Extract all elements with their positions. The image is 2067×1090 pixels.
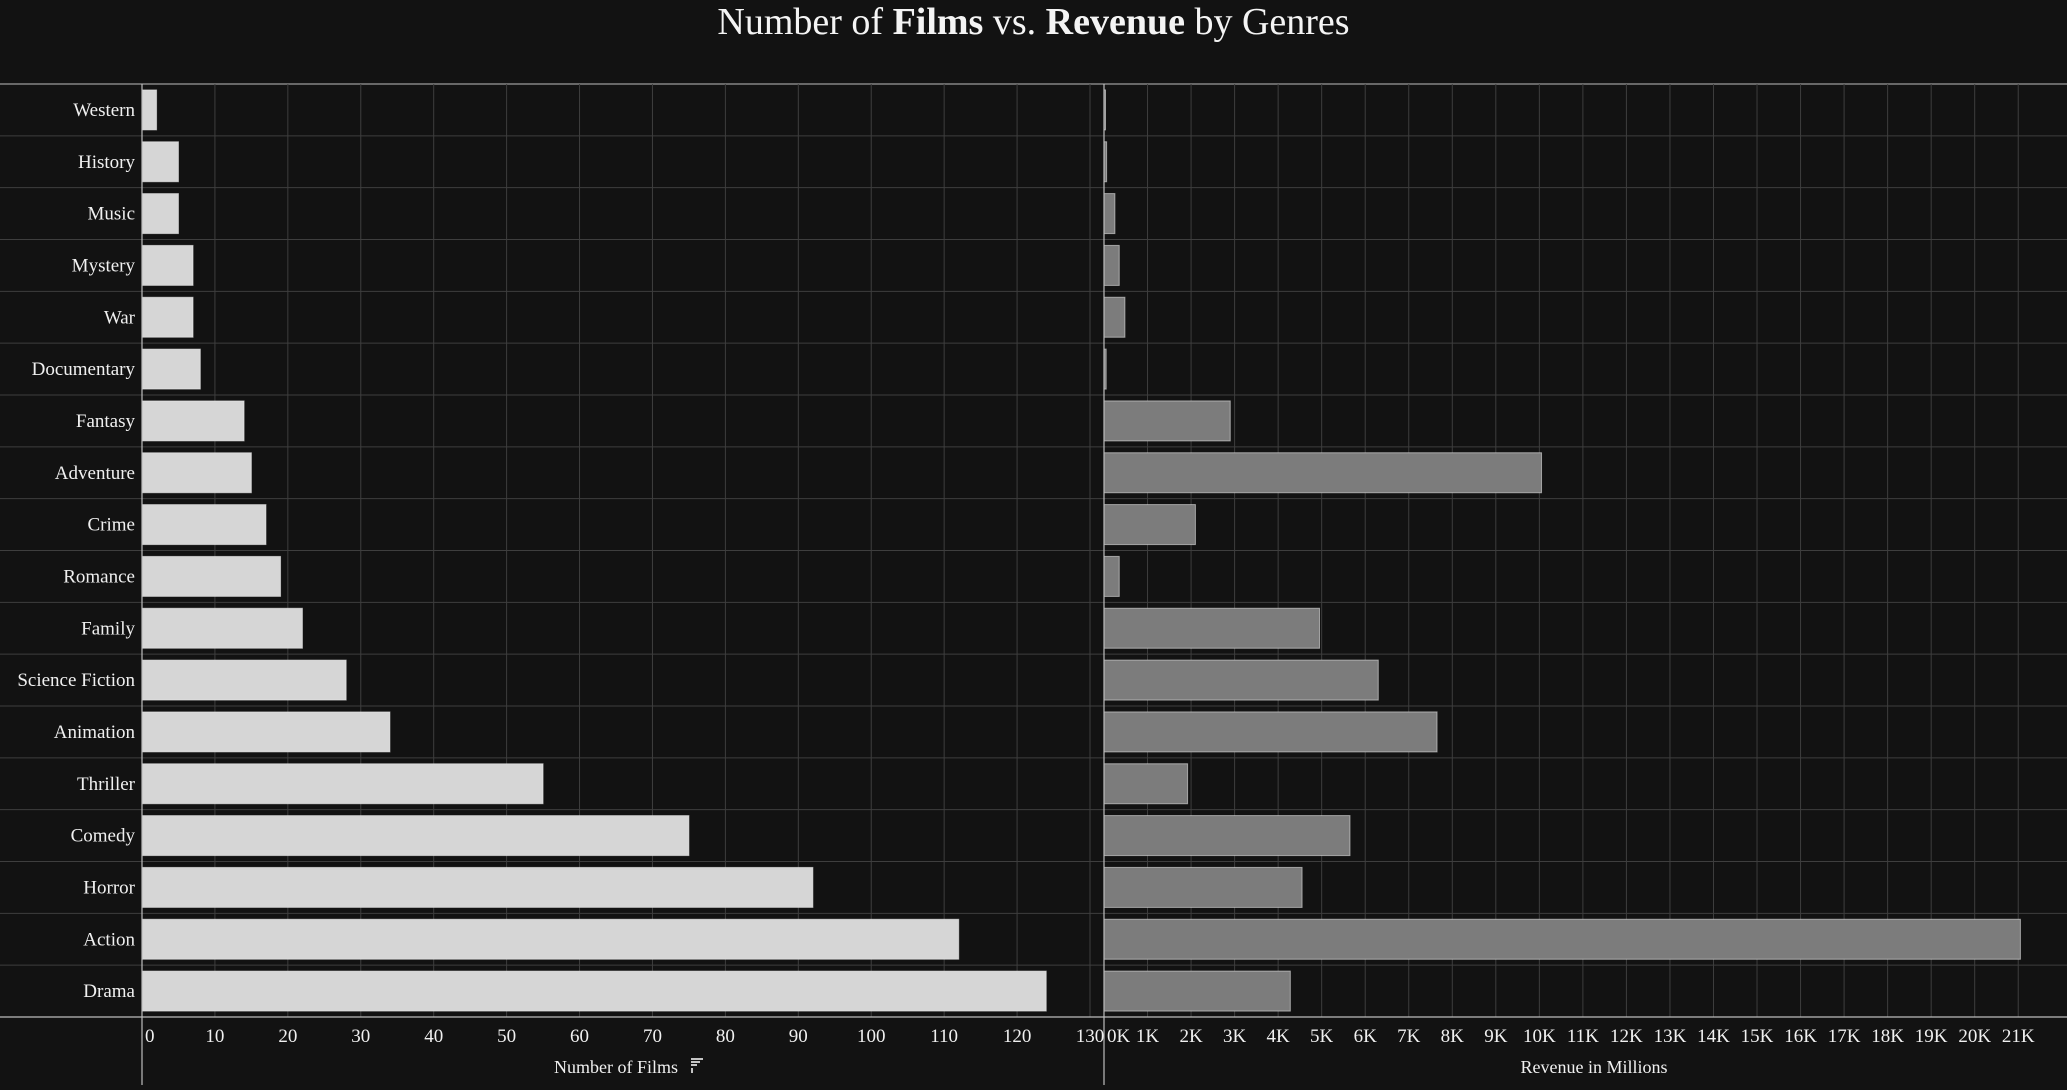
revenue-in-millions-tick-label: 0K — [1107, 1026, 1131, 1047]
revenue-in-millions-bar-science-fiction[interactable] — [1103, 659, 1379, 701]
category-label-thriller: Thriller — [77, 774, 136, 795]
number-of-films-tick-label: 70 — [643, 1026, 662, 1047]
revenue-in-millions-bar-horror[interactable] — [1103, 866, 1303, 908]
category-label-crime: Crime — [88, 515, 136, 536]
sort-descending-icon[interactable] — [691, 1058, 703, 1073]
revenue-in-millions-tick-label: 11K — [1567, 1026, 1599, 1047]
revenue-in-millions-tick-label: 14K — [1697, 1026, 1730, 1047]
category-label-family: Family — [81, 618, 135, 639]
revenue-in-millions-tick-label: 21K — [2002, 1026, 2035, 1047]
revenue-in-millions-bar-adventure[interactable] — [1103, 452, 1543, 494]
category-label-horror: Horror — [83, 877, 135, 898]
category-label-science-fiction: Science Fiction — [17, 670, 135, 691]
revenue-in-millions-tick-label: 15K — [1741, 1026, 1774, 1047]
number-of-films-bar-family[interactable] — [141, 607, 303, 649]
revenue-in-millions-bar-action[interactable] — [1103, 918, 2021, 960]
number-of-films-bar-comedy[interactable] — [141, 815, 690, 857]
number-of-films-bar-documentary[interactable] — [141, 348, 201, 390]
revenue-in-millions-bar-war[interactable] — [1103, 296, 1126, 338]
revenue-in-millions-tick-label: 4K — [1267, 1026, 1291, 1047]
revenue-in-millions-tick-label: 17K — [1828, 1026, 1861, 1047]
revenue-in-millions-bar-comedy[interactable] — [1103, 815, 1351, 857]
category-label-romance: Romance — [63, 566, 135, 587]
number-of-films-bar-war[interactable] — [141, 296, 194, 338]
category-label-mystery: Mystery — [72, 255, 136, 276]
number-of-films-bar-western[interactable] — [141, 89, 158, 131]
revenue-in-millions-tick-label: 2K — [1179, 1026, 1203, 1047]
number-of-films-bar-thriller[interactable] — [141, 763, 544, 805]
title-part-5: by Genres — [1184, 1, 1350, 43]
revenue-in-millions-bar-crime[interactable] — [1103, 504, 1196, 546]
number-of-films-axis-title: Number of Films — [554, 1057, 678, 1077]
revenue-in-millions-tick-label: 18K — [1871, 1026, 1904, 1047]
number-of-films-bar-horror[interactable] — [141, 866, 814, 908]
category-label-comedy: Comedy — [71, 826, 136, 847]
number-of-films-bar-fantasy[interactable] — [141, 400, 245, 442]
title-part-films: Films — [892, 1, 984, 43]
category-label-history: History — [78, 152, 136, 173]
number-of-films-bar-animation[interactable] — [141, 711, 391, 753]
number-of-films-bar-music[interactable] — [141, 193, 179, 235]
revenue-in-millions-tick-label: 8K — [1441, 1026, 1465, 1047]
number-of-films-tick-label: 120 — [1003, 1026, 1032, 1047]
revenue-in-millions-bar-animation[interactable] — [1103, 711, 1438, 753]
category-label-drama: Drama — [83, 981, 135, 1002]
number-of-films-tick-label: 10 — [205, 1026, 224, 1047]
number-of-films-bar-crime[interactable] — [141, 504, 267, 546]
revenue-in-millions-bar-drama[interactable] — [1103, 970, 1291, 1012]
category-label-fantasy: Fantasy — [76, 411, 136, 432]
number-of-films-tick-label: 90 — [789, 1026, 808, 1047]
revenue-in-millions-axis-title: Revenue in Millions — [1521, 1057, 1668, 1077]
revenue-in-millions-tick-label: 13K — [1654, 1026, 1687, 1047]
category-label-western: Western — [73, 100, 135, 121]
category-label-animation: Animation — [54, 722, 136, 743]
number-of-films-bar-drama[interactable] — [141, 970, 1047, 1012]
number-of-films-tick-label: 100 — [857, 1026, 886, 1047]
number-of-films-tick-label: 20 — [278, 1026, 297, 1047]
revenue-in-millions-bar-family[interactable] — [1103, 607, 1320, 649]
revenue-in-millions-tick-label: 16K — [1784, 1026, 1817, 1047]
category-label-war: War — [104, 307, 136, 328]
number-of-films-tick-label: 40 — [424, 1026, 443, 1047]
category-label-action: Action — [83, 929, 135, 950]
chart-title: Number of Films vs. Revenue by Genres — [0, 0, 2067, 44]
revenue-in-millions-tick-label: 9K — [1484, 1026, 1508, 1047]
number-of-films-tick-label: 110 — [930, 1026, 958, 1047]
revenue-in-millions-bar-fantasy[interactable] — [1103, 400, 1231, 442]
revenue-in-millions-bar-thriller[interactable] — [1103, 763, 1189, 805]
title-part-1: Number of — [717, 1, 893, 43]
revenue-in-millions-tick-label: 10K — [1523, 1026, 1556, 1047]
number-of-films-bar-history[interactable] — [141, 141, 179, 183]
number-of-films-tick-label: 130 — [1076, 1026, 1105, 1047]
category-label-adventure: Adventure — [55, 463, 135, 484]
title-part-revenue: Revenue — [1045, 1, 1185, 43]
number-of-films-bar-science-fiction[interactable] — [141, 659, 347, 701]
number-of-films-tick-label: 0 — [145, 1026, 155, 1047]
category-label-music: Music — [88, 204, 136, 225]
category-label-documentary: Documentary — [32, 359, 136, 380]
revenue-in-millions-tick-label: 3K — [1223, 1026, 1247, 1047]
number-of-films-tick-label: 60 — [570, 1026, 589, 1047]
number-of-films-bar-romance[interactable] — [141, 555, 282, 597]
revenue-in-millions-bar-romance[interactable] — [1103, 555, 1120, 597]
revenue-in-millions-tick-label: 20K — [1958, 1026, 1991, 1047]
revenue-in-millions-tick-label: 12K — [1610, 1026, 1643, 1047]
revenue-in-millions-tick-label: 19K — [1915, 1026, 1948, 1047]
title-part-3: vs. — [983, 1, 1046, 43]
revenue-in-millions-tick-label: 1K — [1136, 1026, 1160, 1047]
number-of-films-tick-label: 80 — [716, 1026, 735, 1047]
number-of-films-bar-adventure[interactable] — [141, 452, 252, 494]
revenue-in-millions-tick-label: 7K — [1397, 1026, 1421, 1047]
revenue-in-millions-bar-music[interactable] — [1103, 193, 1116, 235]
revenue-in-millions-tick-label: 5K — [1310, 1026, 1334, 1047]
number-of-films-bar-mystery[interactable] — [141, 244, 194, 286]
revenue-in-millions-tick-label: 6K — [1354, 1026, 1378, 1047]
revenue-in-millions-bar-mystery[interactable] — [1103, 244, 1120, 286]
number-of-films-tick-label: 30 — [351, 1026, 370, 1047]
number-of-films-tick-label: 50 — [497, 1026, 516, 1047]
number-of-films-bar-action[interactable] — [141, 918, 960, 960]
